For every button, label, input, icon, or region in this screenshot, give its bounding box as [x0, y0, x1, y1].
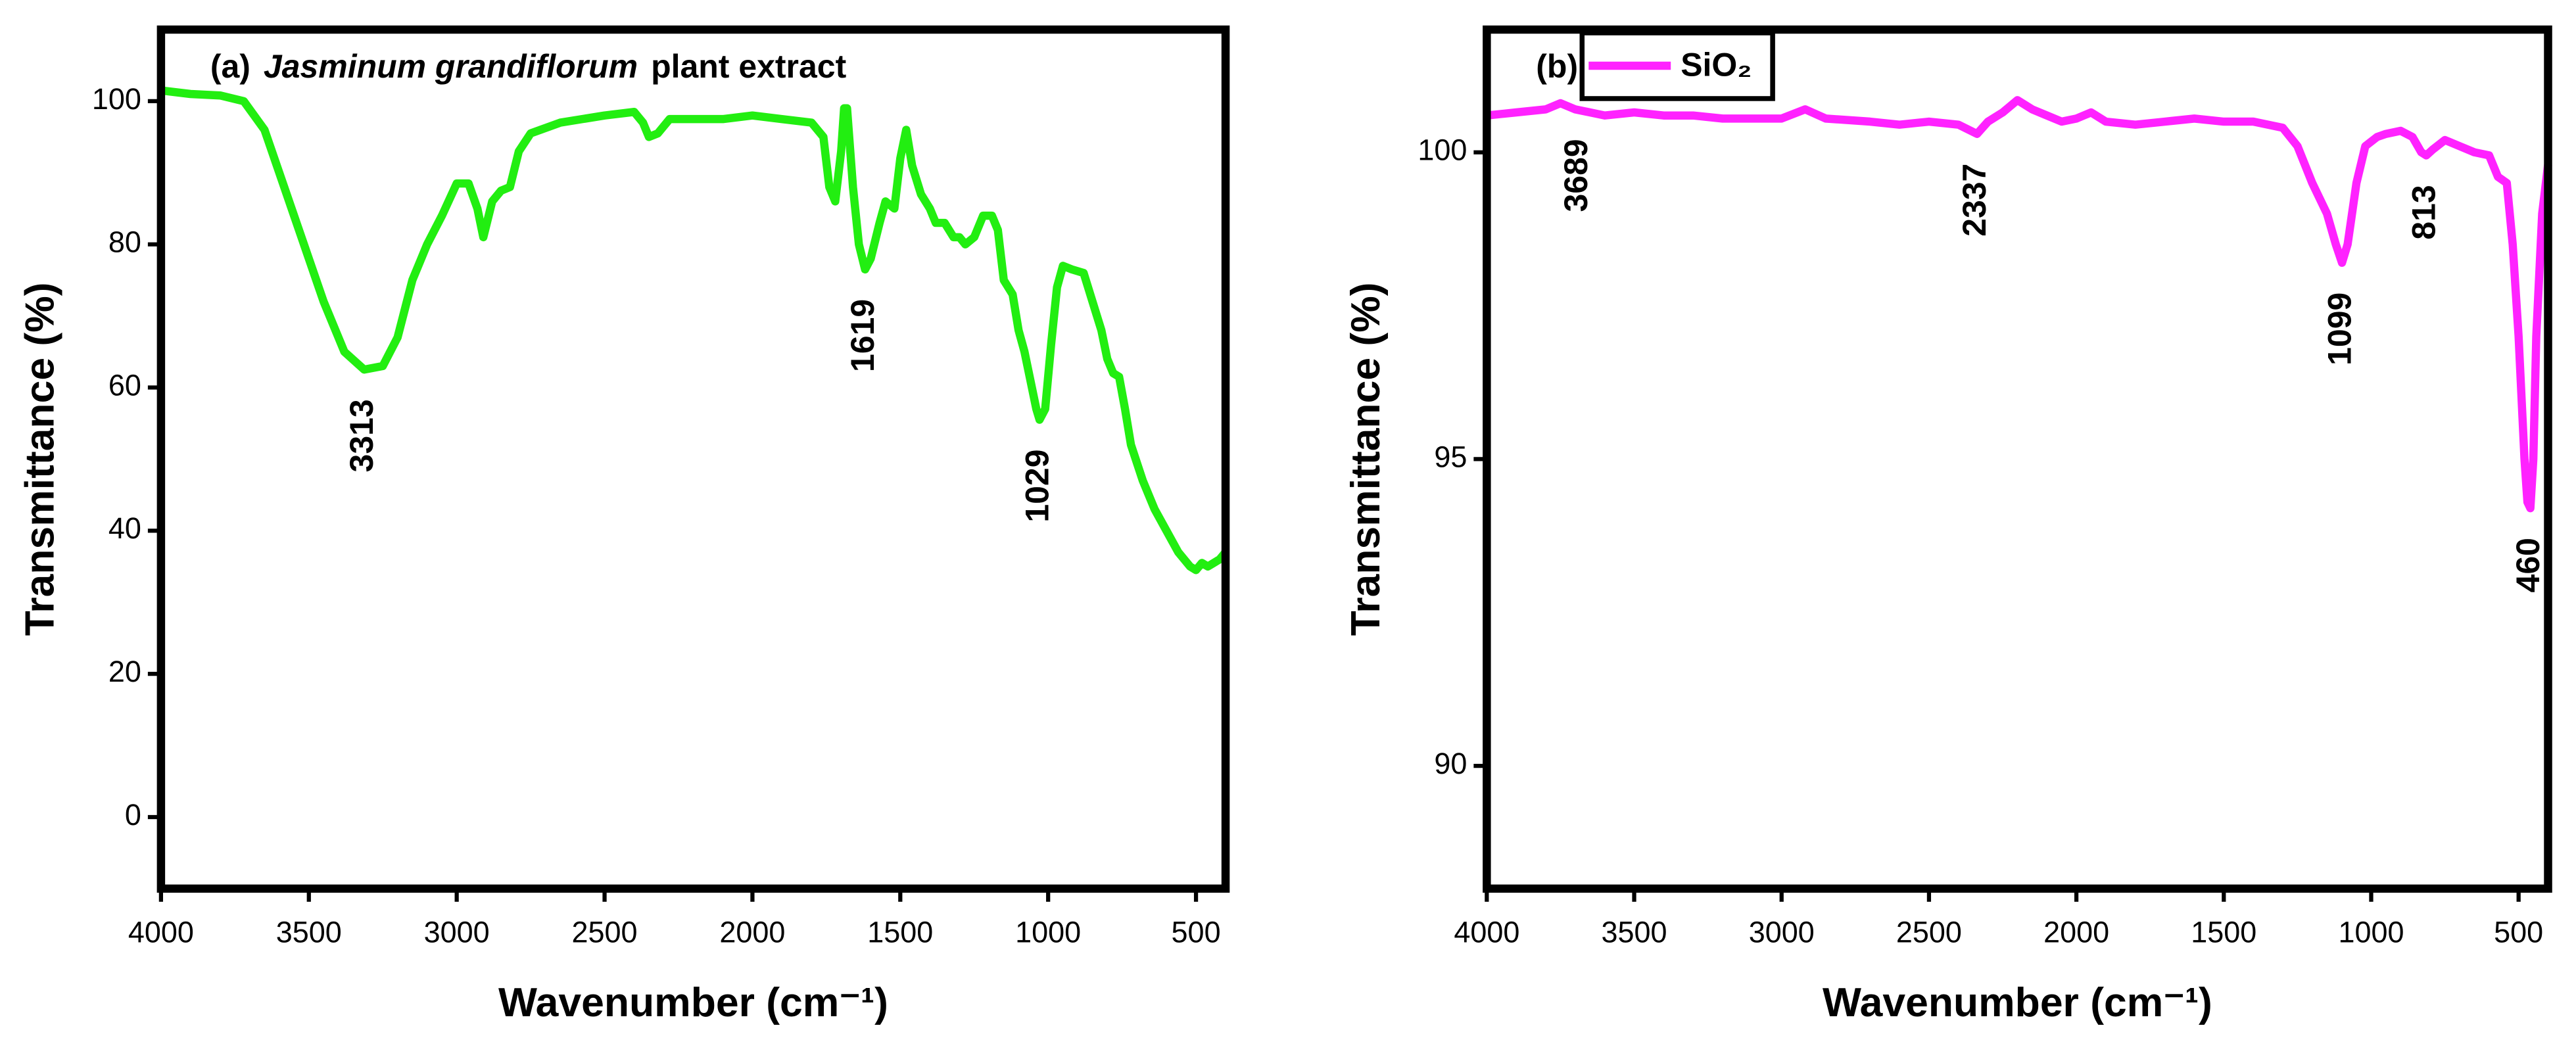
panel-label: (b) [1536, 48, 1578, 85]
peak-label: 2337 [1956, 164, 1993, 237]
y-tick-label: 20 [108, 655, 141, 688]
x-tick-label: 4000 [1454, 916, 1519, 949]
x-tick-label: 1500 [2191, 916, 2256, 949]
x-tick-label: 1000 [1015, 916, 1081, 949]
y-tick-label: 60 [108, 368, 141, 402]
y-tick-label: 90 [1434, 747, 1467, 780]
plot-frame [156, 25, 1230, 893]
peak-label: 1619 [844, 299, 881, 372]
line [160, 86, 1229, 575]
x-tick-label: 2000 [719, 916, 785, 949]
x-tick-label: 2500 [1896, 916, 1962, 949]
panel-title: (a) Jasminum grandiflorum plant extract [210, 48, 847, 85]
x-tick-label: 3500 [276, 916, 342, 949]
y-axis-label: Transmittance (%) [16, 282, 62, 636]
x-tick-label: 4000 [128, 916, 194, 949]
peak-label: 460 [2510, 538, 2546, 592]
legend-label: SiO₂ [1681, 47, 1752, 83]
y-tick-label: 100 [1418, 133, 1467, 167]
x-tick-label: 2000 [2043, 916, 2109, 949]
y-axis-label: Transmittance (%) [1343, 282, 1389, 636]
y-tick-label: 80 [108, 225, 141, 259]
chart: 4000 3500 3000 2500 2000 1500 1000 500 0 20 40 60 80… [16, 25, 1230, 1025]
x-axis-label: Wavenumber (cm⁻¹) [1823, 979, 2212, 1025]
title: plant extract [651, 48, 846, 85]
x-tick-label: 500 [2494, 916, 2543, 949]
peak-label: 1099 [2321, 293, 2358, 365]
panel-title: (b) [1536, 48, 1578, 85]
plot-frame [1483, 25, 2552, 893]
x-tick-label: 3000 [1749, 916, 1815, 949]
y-tick-label: 0 [125, 798, 141, 832]
title-italic: Jasminum grandiflorum [264, 48, 638, 85]
x-tick-label: 3000 [424, 916, 490, 949]
x-tick-label: 500 [1172, 916, 1221, 949]
x-axis-label: Wavenumber (cm⁻¹) [498, 979, 888, 1025]
x-tick-label: 3500 [1602, 916, 1667, 949]
panel-label: (a) [210, 48, 250, 85]
peak-label: 813 [2406, 185, 2443, 239]
x-tick-label: 1500 [867, 916, 933, 949]
peak-label: 1029 [1018, 450, 1055, 523]
y-tick-label: 95 [1434, 440, 1467, 473]
line [1486, 96, 2552, 513]
y-tick-label: 40 [108, 511, 141, 545]
peak-label: 3689 [1558, 139, 1594, 212]
x-tick-label: 1000 [2338, 916, 2404, 949]
x-tick-label: 2500 [572, 916, 638, 949]
y-tick-label: 100 [92, 82, 141, 116]
peak-label: 3313 [343, 399, 380, 472]
chart: 4000 3500 3000 2500 2000 1500 1000 500 90 95 100 Wa… [1343, 25, 2552, 1025]
